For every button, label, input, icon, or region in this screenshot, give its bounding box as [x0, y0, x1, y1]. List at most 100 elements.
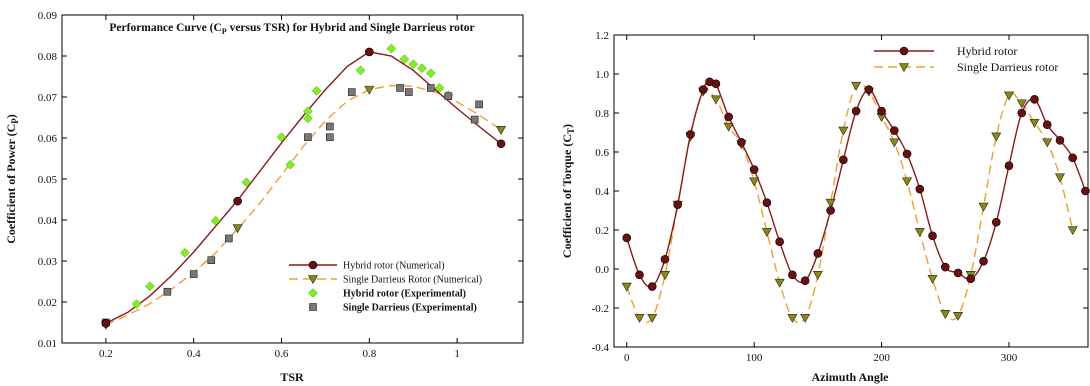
hybrid-rotor-marker — [851, 106, 861, 116]
right-y-tick-label: 0.8 — [595, 108, 609, 120]
hybrid-rotor-marker — [991, 217, 1001, 227]
right-y-tick-label: -0.2 — [592, 303, 609, 315]
hybrid-rotor-marker — [686, 130, 695, 139]
hybrid-numerical-marker — [101, 319, 111, 328]
single-darrieus-marker — [621, 282, 632, 292]
right-x-tick-label: 200 — [873, 352, 890, 364]
legend-label: Hybrid rotor — [957, 44, 1017, 58]
single-darrieus-marker — [978, 202, 989, 212]
hybrid-experimental-point — [285, 159, 296, 170]
single-darrieus-marker — [647, 313, 658, 323]
hybrid-rotor-marker — [737, 137, 746, 147]
hybrid-rotor-marker — [940, 262, 950, 272]
single-darrieus-marker — [927, 274, 938, 284]
hybrid-experimental-point — [303, 106, 313, 117]
plot-frame-left — [61, 14, 524, 344]
left-y-tick-label: 0.03 — [38, 256, 58, 268]
legend-left: Hybrid rotor (Numerical) Single Darrieus … — [289, 261, 482, 314]
left-x-tick-label: 1 — [454, 348, 460, 360]
single-darrieus-marker — [812, 271, 823, 280]
right-y-tick-label: 0.2 — [595, 225, 609, 237]
single-darrieus-marker — [953, 311, 964, 321]
hybrid-rotor-marker — [762, 198, 772, 207]
left-y-tick-label: 0.01 — [38, 338, 57, 350]
hybrid-numerical-line — [105, 51, 502, 324]
hybrid-rotor-marker — [800, 276, 810, 286]
ticks-left: 0.2 0.4 0.6 0.8 1 0.01 0.02 0.03 0.04 0.05 0.06 0.0… — [38, 10, 523, 360]
single-experimental-point — [207, 256, 216, 264]
single-darrieus-marker — [774, 278, 785, 288]
single-darrieus-marker — [940, 310, 951, 319]
single-darrieus-marker — [787, 313, 798, 323]
hybrid-experimental-point — [386, 43, 397, 54]
right-y-tick-label: 0.0 — [595, 264, 609, 276]
single-darrieus-marker — [1042, 138, 1053, 148]
single-experimental-point — [426, 84, 435, 92]
single-darrieus-marker — [723, 122, 734, 132]
hybrid-rotor-marker — [864, 85, 874, 94]
single-darrieus-marker — [749, 177, 760, 187]
performance-curve-chart: 0.2 0.4 0.6 0.8 1 0.01 0.02 0.03 0.04 0.05 0.06 0.0… — [4, 10, 524, 384]
hybrid-experimental-point — [303, 113, 313, 124]
ticks-right: 0 100 200 300 -0.4 -0.2 0.0 0.2 0.4 0.6 0.8 1.0 1.2 — [592, 30, 1088, 364]
single-darrieus-marker — [659, 271, 670, 280]
single-darrieus-marker — [902, 177, 913, 187]
hybrid-experimental-point — [180, 247, 190, 258]
hybrid-experimental-point — [425, 68, 436, 79]
left-y-tick-label: 0.09 — [38, 10, 58, 22]
legend-single-numerical-marker — [307, 275, 319, 285]
single-darrieus-marker — [761, 228, 772, 238]
hybrid-rotor-marker — [775, 237, 784, 246]
single-darrieus-marker — [634, 313, 645, 323]
hybrid-experimental-point — [210, 215, 221, 226]
single-experimental-point — [189, 270, 198, 278]
left-y-tick-label: 0.02 — [38, 297, 57, 309]
legend-hybrid-numerical-marker — [308, 260, 318, 270]
single-experimental-point — [396, 84, 404, 92]
hybrid-experimental-point — [276, 132, 287, 143]
hybrid-rotor-marker — [902, 149, 912, 159]
single-darrieus-marker — [800, 313, 811, 323]
left-y-tick-label: 0.07 — [38, 92, 58, 104]
right-x-tick-label: 300 — [1001, 352, 1018, 364]
single-darrieus-marker — [1016, 99, 1027, 109]
hybrid-rotor-marker — [711, 79, 721, 89]
left-y-tick-label: 0.05 — [38, 174, 58, 186]
hybrid-rotor-marker — [839, 155, 848, 165]
hybrid-rotor-marker — [1030, 95, 1039, 104]
left-y-tick-label: 0.08 — [38, 51, 58, 63]
hybrid-rotor-marker — [979, 256, 988, 266]
single-darrieus-marker — [825, 198, 836, 208]
torque-curve-chart: 0 100 200 300-0.4-0.20.00.20.40.60.81.01.2 … — [560, 30, 1090, 384]
data-right — [621, 77, 1090, 324]
single-darrieus-marker — [914, 228, 925, 238]
hybrid-rotor-marker — [1055, 136, 1065, 145]
legend-single-experimental-marker — [309, 303, 317, 311]
plot-frame-right — [613, 34, 1089, 348]
hybrid-rotor-marker — [877, 106, 886, 116]
hybrid-rotor-marker — [622, 233, 632, 243]
hybrid-rotor-marker — [826, 206, 835, 215]
legend-hybrid-experimental-marker — [308, 288, 318, 298]
hybrid-rotor-marker — [1081, 186, 1090, 196]
hybrid-rotor-marker — [890, 126, 899, 135]
hybrid-experimental-point — [408, 59, 419, 70]
hybrid-rotor-marker — [813, 249, 823, 258]
single-numerical-line — [105, 84, 502, 326]
hybrid-rotor-marker — [647, 282, 657, 291]
right-x-tick-label: 100 — [746, 352, 763, 364]
legend-single-marker — [898, 63, 910, 73]
left-x-tick-label: 0.6 — [275, 348, 289, 360]
left-x-tick-label: 0.2 — [99, 348, 113, 360]
hybrid-rotor-marker — [1004, 161, 1014, 170]
left-y-tick-label: 0.04 — [38, 215, 58, 227]
legend-label: Single Darrieus rotor — [957, 60, 1058, 74]
chart-title-left: Performance Curve (CP versus TSR) for Hy… — [109, 22, 474, 36]
y-axis-label-right: Coefficient of Torque (CT) — [560, 124, 576, 258]
y-axis-label-left: Coefficient of Power (CP) — [4, 114, 20, 244]
right-x-tick-label: 0 — [624, 352, 630, 364]
single-experimental-point — [444, 92, 453, 100]
single-experimental-point — [405, 88, 413, 96]
single-darrieus-marker — [838, 126, 849, 136]
x-axis-label-left: TSR — [280, 370, 304, 384]
